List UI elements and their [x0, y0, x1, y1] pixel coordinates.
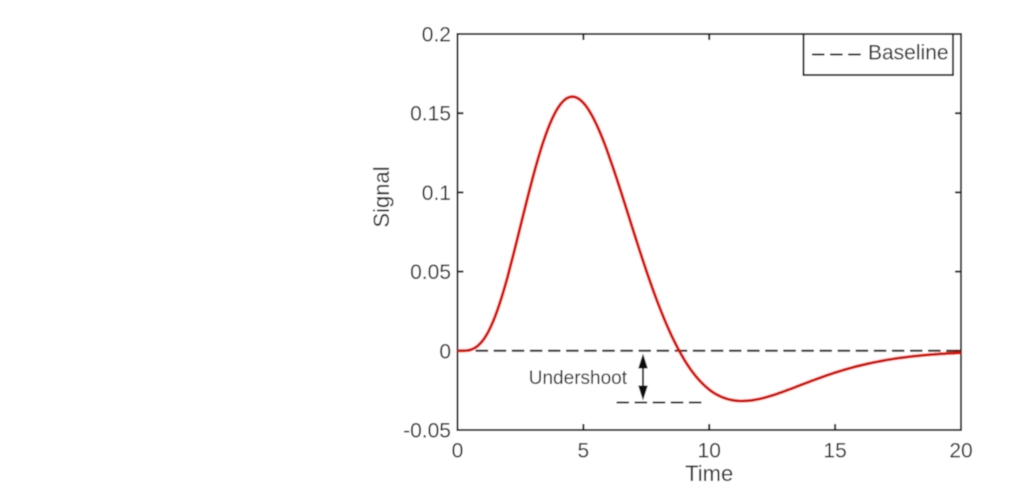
svg-text:Undershoot: Undershoot [529, 368, 628, 389]
svg-text:Time: Time [685, 461, 733, 486]
svg-text:20: 20 [949, 440, 972, 463]
svg-text:Signal: Signal [369, 166, 394, 227]
svg-text:-0.05: -0.05 [403, 420, 451, 443]
svg-text:15: 15 [823, 440, 846, 463]
svg-text:0: 0 [439, 340, 451, 363]
svg-text:5: 5 [578, 440, 590, 463]
svg-text:0: 0 [452, 440, 464, 463]
svg-text:0.1: 0.1 [422, 182, 451, 205]
svg-text:0.05: 0.05 [410, 261, 451, 284]
svg-text:0.2: 0.2 [422, 24, 451, 47]
svg-text:0.15: 0.15 [410, 103, 451, 126]
svg-text:10: 10 [698, 440, 721, 463]
svg-text:Baseline: Baseline [868, 42, 949, 65]
